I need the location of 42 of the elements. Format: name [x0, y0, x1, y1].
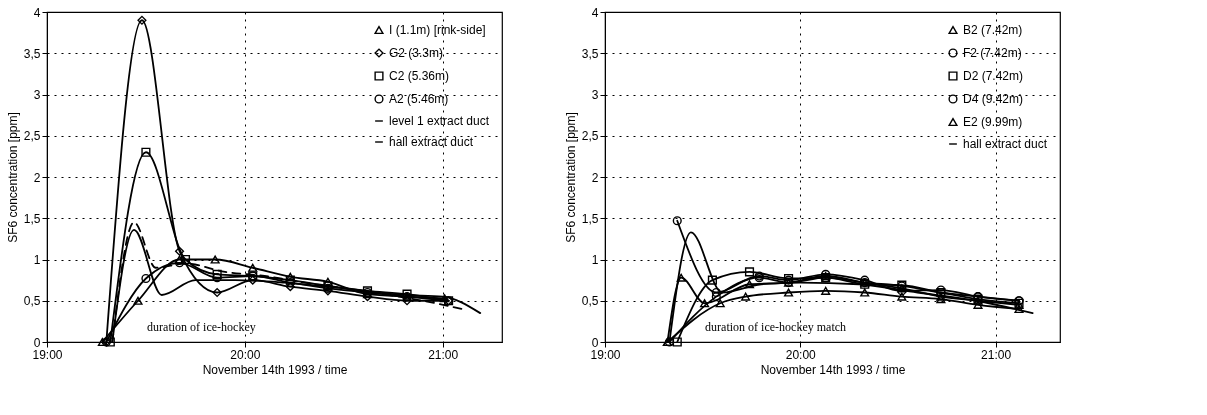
y-tick-label: 0,5: [23, 294, 41, 309]
annotation: duration of ice-hockey: [147, 320, 256, 335]
y-tick-label: 1,5: [581, 211, 599, 226]
y-tick-label: 0,5: [581, 294, 599, 309]
x-tick-label: 19:00: [32, 347, 63, 362]
legend-label: hall extract duct: [389, 135, 474, 149]
legend-label: A2 (5.46m): [389, 92, 449, 106]
y-tick-label: 2: [591, 170, 599, 185]
x-tick-label: 21:00: [981, 347, 1012, 362]
legend-label: D4 (9.42m): [963, 92, 1024, 106]
y-tick-label: 2,5: [581, 129, 599, 144]
y-tick-label: 4: [33, 5, 41, 20]
y-tick-label: 0: [591, 335, 599, 350]
x-tick-label: 21:00: [428, 347, 459, 362]
x-tick-label: 20:00: [785, 347, 817, 362]
y-tick-label: 3: [33, 88, 41, 102]
legend-label: level 1 extract duct: [389, 114, 490, 128]
x-axis-title: November 14th 1993 / time: [760, 362, 906, 377]
x-axis-title: November 14th 1993 / time: [202, 362, 348, 377]
annotation: duration of ice-hockey match: [705, 320, 847, 335]
y-tick-label: 0: [33, 335, 41, 350]
y-tick-label: 3: [591, 88, 599, 102]
legend-label: G2 (3.3m): [389, 46, 444, 60]
legend-label: C2 (5.36m): [389, 69, 450, 83]
y-axis-title: SF6 concentration [ppm]: [5, 112, 20, 243]
legend-label: hall extract duct: [963, 137, 1048, 151]
y-axis-title: SF6 concentration [ppm]: [563, 112, 578, 243]
legend-label: I (1.1m) [rink-side]: [389, 23, 486, 37]
legend-label: F2 (7.42m): [963, 46, 1022, 60]
legend-label: B2 (7.42m): [963, 23, 1023, 37]
y-tick-label: 1,5: [23, 211, 41, 226]
y-tick-label: 4: [591, 5, 599, 20]
legend-label: E2 (9.99m): [963, 115, 1023, 129]
y-tick-label: 2,5: [23, 129, 41, 144]
y-tick-label: 2: [33, 170, 41, 185]
y-tick-label: 3,5: [23, 46, 41, 61]
y-tick-label: 3,5: [581, 46, 599, 61]
legend-label: D2 (7.42m): [963, 69, 1024, 83]
y-tick-label: 1: [33, 253, 41, 267]
y-tick-label: 1: [591, 253, 599, 267]
x-tick-label: 19:00: [590, 347, 621, 362]
x-tick-label: 20:00: [230, 347, 261, 362]
